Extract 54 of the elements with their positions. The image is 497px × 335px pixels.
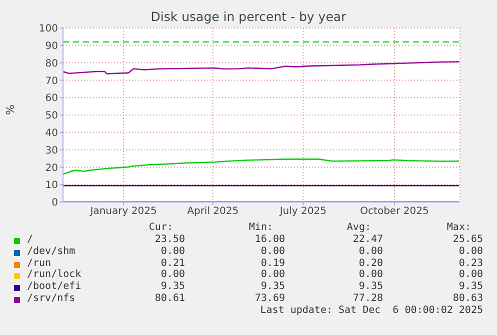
y-tick-label: 20	[45, 162, 58, 174]
text: 0.00	[260, 269, 285, 280]
text: 77.28	[352, 293, 383, 304]
legend-label: /run/lock	[27, 269, 82, 280]
y-tick-label: 60	[45, 93, 58, 104]
text: 0.00	[160, 246, 185, 257]
y-tick-label: 70	[45, 76, 58, 87]
text: 0.00	[260, 246, 285, 257]
y-tick-label: 80	[45, 58, 58, 70]
text: 80.61	[154, 293, 185, 304]
y-tick-label: 90	[45, 40, 58, 52]
text: Max:	[446, 222, 471, 233]
text: Avg:	[346, 222, 371, 233]
legend-label: /boot/efi	[27, 281, 82, 292]
text: 9.35	[260, 281, 285, 292]
legend-label: /dev/shm	[27, 246, 76, 257]
chart-title: Disk usage in percent - by year	[150, 9, 348, 24]
text: 9.35	[358, 281, 383, 292]
x-tick-label: April 2025	[187, 206, 239, 218]
text: 16.00	[254, 234, 285, 245]
text: 0.23	[458, 258, 483, 269]
y-tick-label: 40	[45, 128, 58, 139]
text: 23.50	[154, 234, 185, 245]
text: 0.19	[260, 258, 285, 269]
x-tick-label: January 2025	[89, 206, 157, 218]
y-tick-label: 50	[45, 110, 58, 122]
text: 9.35	[160, 281, 185, 292]
text: Cur:	[148, 222, 173, 233]
y-tick-label: 30	[45, 145, 58, 156]
text: 0.20	[358, 258, 383, 269]
text: 0.00	[160, 269, 185, 280]
line-series	[63, 61, 460, 74]
legend-label: /	[27, 234, 34, 245]
legend-label: /run	[27, 258, 52, 269]
text: 80.63	[452, 293, 483, 304]
x-tick-label: October 2025	[360, 206, 429, 218]
text: Last update: Sat Dec 6 00:00:02 2025	[260, 304, 483, 316]
x-tick-label: July 2025	[278, 206, 326, 218]
y-tick-label: 100	[38, 24, 58, 35]
y-axis-title: %	[4, 104, 17, 115]
text: 0.00	[458, 269, 483, 280]
text: Min:	[248, 222, 273, 233]
text: 0.21	[160, 258, 185, 269]
line-series	[63, 158, 460, 175]
text: 9.35	[458, 281, 483, 292]
text: 0.00	[458, 246, 483, 257]
text: 25.65	[452, 234, 483, 245]
text: 0.00	[358, 269, 383, 280]
text: 22.47	[352, 234, 383, 245]
y-tick-label: 10	[45, 180, 58, 192]
text: 0.00	[358, 246, 383, 257]
y-tick-label: 0	[52, 198, 58, 209]
legend-label: /srv/nfs	[27, 293, 76, 304]
text: 73.69	[254, 293, 285, 304]
